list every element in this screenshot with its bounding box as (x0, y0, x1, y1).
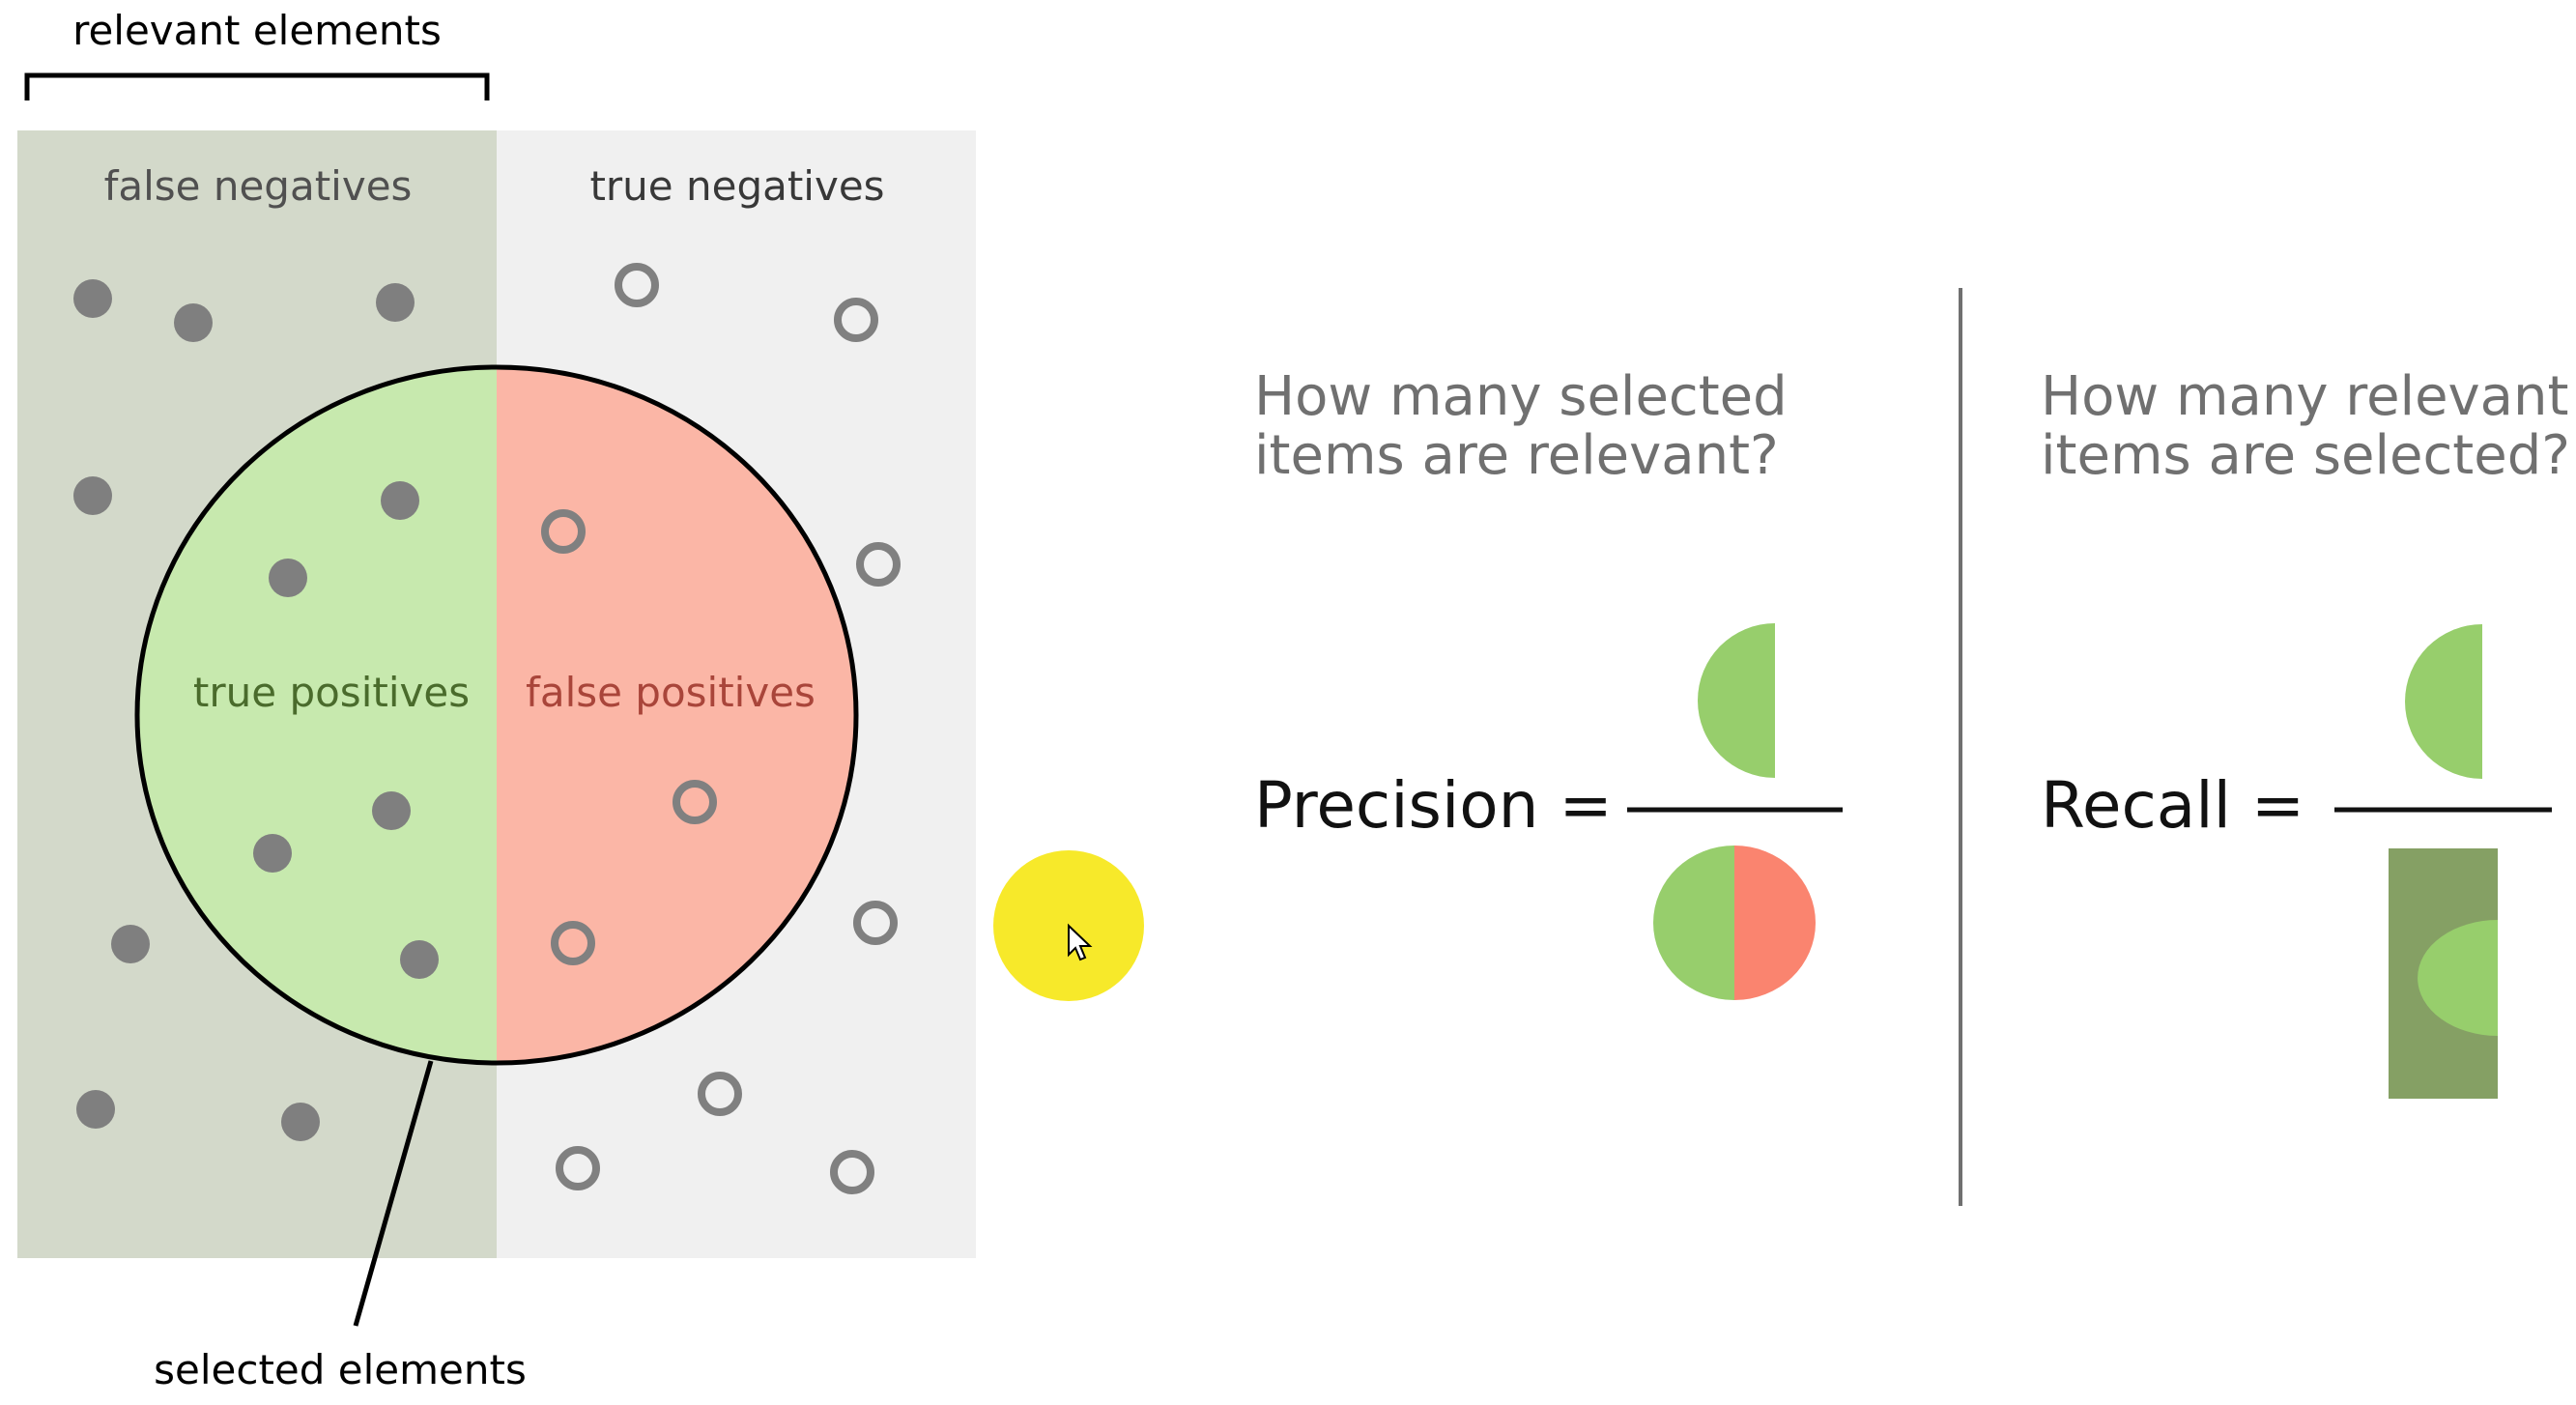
irrelevant-items (541, 263, 901, 1194)
relevant-item (76, 1090, 115, 1129)
recall-denominator-true-positives (2418, 920, 2498, 1036)
relevant-elements-bracket (24, 72, 490, 100)
relevant-item (372, 791, 411, 830)
precision-panel: How many selected items are relevant? Pr… (1254, 365, 1843, 1000)
relevant-item (400, 940, 439, 979)
true-positives-label: true positives (193, 669, 470, 716)
relevant-item (253, 834, 292, 873)
relevant-item (174, 303, 213, 342)
relevant-item (73, 476, 112, 515)
relevant-item (73, 279, 112, 318)
recall-numerator-true-positives (2405, 624, 2482, 779)
false-positives-label: false positives (526, 669, 816, 716)
irrelevant-item (673, 780, 717, 824)
sample-space: false negatives true negatives true posi… (17, 7, 976, 1393)
precision-denominator-true-positives (1653, 846, 1734, 1000)
cursor-highlight (993, 850, 1144, 1001)
selected-elements-label: selected elements (154, 1346, 527, 1393)
irrelevant-item (856, 542, 901, 587)
relevant-item (376, 283, 415, 322)
precision-numerator-true-positives (1698, 623, 1775, 778)
precision-question-line-2: items are relevant? (1254, 424, 1779, 487)
selected-elements-pointer (353, 1060, 434, 1327)
selected-elements-circle (134, 364, 859, 1066)
precision-question-line-1: How many selected (1254, 365, 1788, 428)
recall-question-line-2: items are selected? (2041, 424, 2570, 487)
relevant-item (111, 925, 150, 963)
relevant-items (73, 279, 439, 1141)
relevant-elements-label: relevant elements (72, 7, 442, 54)
relevant-item (269, 559, 307, 597)
true-negatives-label: true negatives (589, 162, 884, 210)
irrelevant-item (698, 1072, 742, 1116)
relevant-item (281, 1103, 320, 1141)
recall-panel: How many relevant items are selected? Re… (2041, 365, 2570, 1099)
relevant-item (381, 481, 419, 520)
true-positives-region (137, 367, 497, 1063)
precision-denominator-false-positives (1734, 846, 1816, 1000)
irrelevant-item (834, 298, 878, 342)
irrelevant-item (615, 263, 659, 307)
mouse-pointer-icon (1068, 923, 1093, 961)
false-positives-region (497, 367, 856, 1063)
irrelevant-item (541, 509, 586, 554)
precision-label: Precision = (1254, 768, 1613, 843)
false-negatives-label: false negatives (104, 162, 413, 210)
recall-label: Recall = (2041, 768, 2304, 843)
irrelevant-item (853, 901, 898, 945)
irrelevant-item (551, 921, 595, 965)
irrelevant-item (556, 1146, 600, 1190)
recall-question-line-1: How many relevant (2041, 365, 2568, 428)
irrelevant-item (830, 1150, 874, 1194)
